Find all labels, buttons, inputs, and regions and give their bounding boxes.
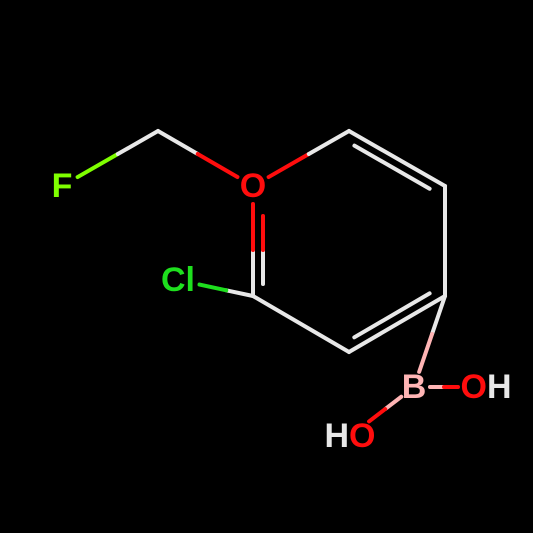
bond xyxy=(385,397,401,409)
bond xyxy=(118,131,158,154)
molecule-canvas: F O Cl B OH HO xyxy=(0,0,533,533)
atom-label-f: F xyxy=(52,167,73,205)
bond xyxy=(419,334,432,372)
bond xyxy=(269,154,309,177)
bond xyxy=(198,154,238,177)
atom-label-oh: OH xyxy=(460,368,511,406)
bond xyxy=(226,290,253,296)
bond xyxy=(200,285,227,291)
bond xyxy=(253,296,349,352)
bond xyxy=(309,131,349,154)
atom-label-b: B xyxy=(402,368,427,406)
atom-label-ho: HO xyxy=(324,417,375,455)
bond xyxy=(78,154,118,177)
atom-label-cl: Cl xyxy=(161,261,195,299)
bond xyxy=(158,131,198,154)
bond xyxy=(354,293,429,337)
bond xyxy=(349,131,445,186)
bond xyxy=(354,146,429,189)
atom-label-o: O xyxy=(240,167,266,205)
